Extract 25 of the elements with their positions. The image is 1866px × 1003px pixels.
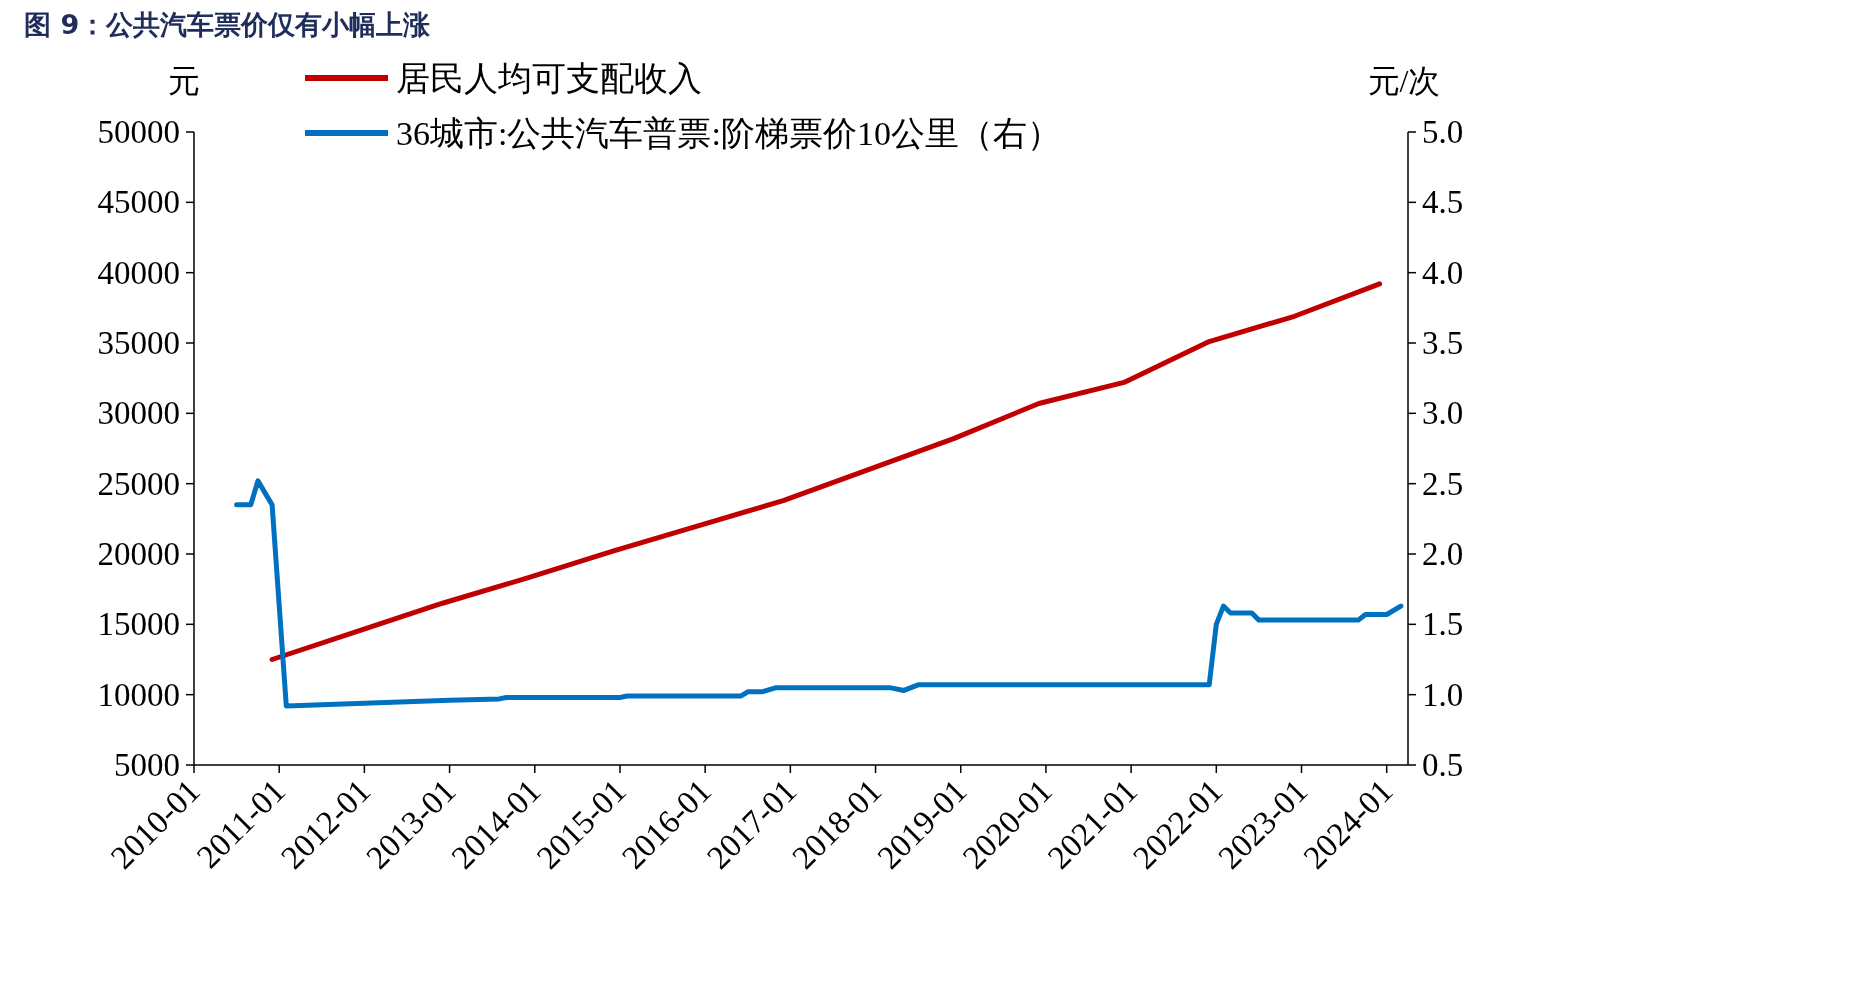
y-tick-label: 50000 [97, 114, 180, 150]
chart-title: 图 9：公共汽车票价仅有小幅上涨 [24, 9, 432, 40]
y-tick-label: 5000 [114, 747, 180, 783]
y2-tick-label: 4.0 [1422, 254, 1464, 291]
legend-label: 居民人均可支配收入 [396, 60, 702, 97]
y2-tick-label: 2.0 [1422, 536, 1464, 572]
y2-tick-label: 1.5 [1422, 606, 1464, 643]
y-tick-label: 10000 [97, 676, 180, 713]
y-tick-label: 30000 [97, 395, 180, 432]
y-axis-title: 元 [168, 63, 200, 99]
y-tick-label: 20000 [97, 536, 180, 572]
y2-axis-title: 元/次 [1367, 63, 1441, 99]
y-tick-label: 40000 [97, 254, 180, 291]
y2-tick-label: 1.0 [1422, 676, 1464, 713]
y-tick-label: 25000 [97, 465, 180, 502]
y2-tick-label: 3.0 [1422, 395, 1464, 432]
y-tick-label: 15000 [97, 606, 180, 643]
y-tick-label: 45000 [97, 184, 180, 221]
y-tick-label: 35000 [97, 325, 180, 361]
y2-tick-label: 0.5 [1422, 747, 1464, 783]
legend-label: 36城市:公共汽车普票:阶梯票价10公里（右） [396, 115, 1061, 152]
y2-tick-label: 3.5 [1422, 325, 1464, 361]
y2-tick-label: 2.5 [1422, 465, 1464, 502]
y2-tick-label: 5.0 [1422, 114, 1464, 150]
y2-tick-label: 4.5 [1422, 184, 1464, 221]
